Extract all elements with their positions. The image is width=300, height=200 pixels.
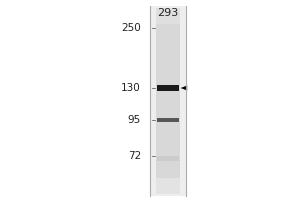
Text: 130: 130 xyxy=(121,83,141,93)
Text: 293: 293 xyxy=(158,8,178,18)
Text: 250: 250 xyxy=(121,23,141,33)
Bar xyxy=(150,6,186,196)
Text: 72: 72 xyxy=(128,151,141,161)
Bar xyxy=(156,8,180,24)
Polygon shape xyxy=(181,85,187,91)
Bar xyxy=(157,118,179,122)
Text: 95: 95 xyxy=(128,115,141,125)
Bar xyxy=(157,156,179,160)
Bar xyxy=(156,178,180,194)
Bar xyxy=(156,8,180,194)
Bar xyxy=(157,85,179,91)
